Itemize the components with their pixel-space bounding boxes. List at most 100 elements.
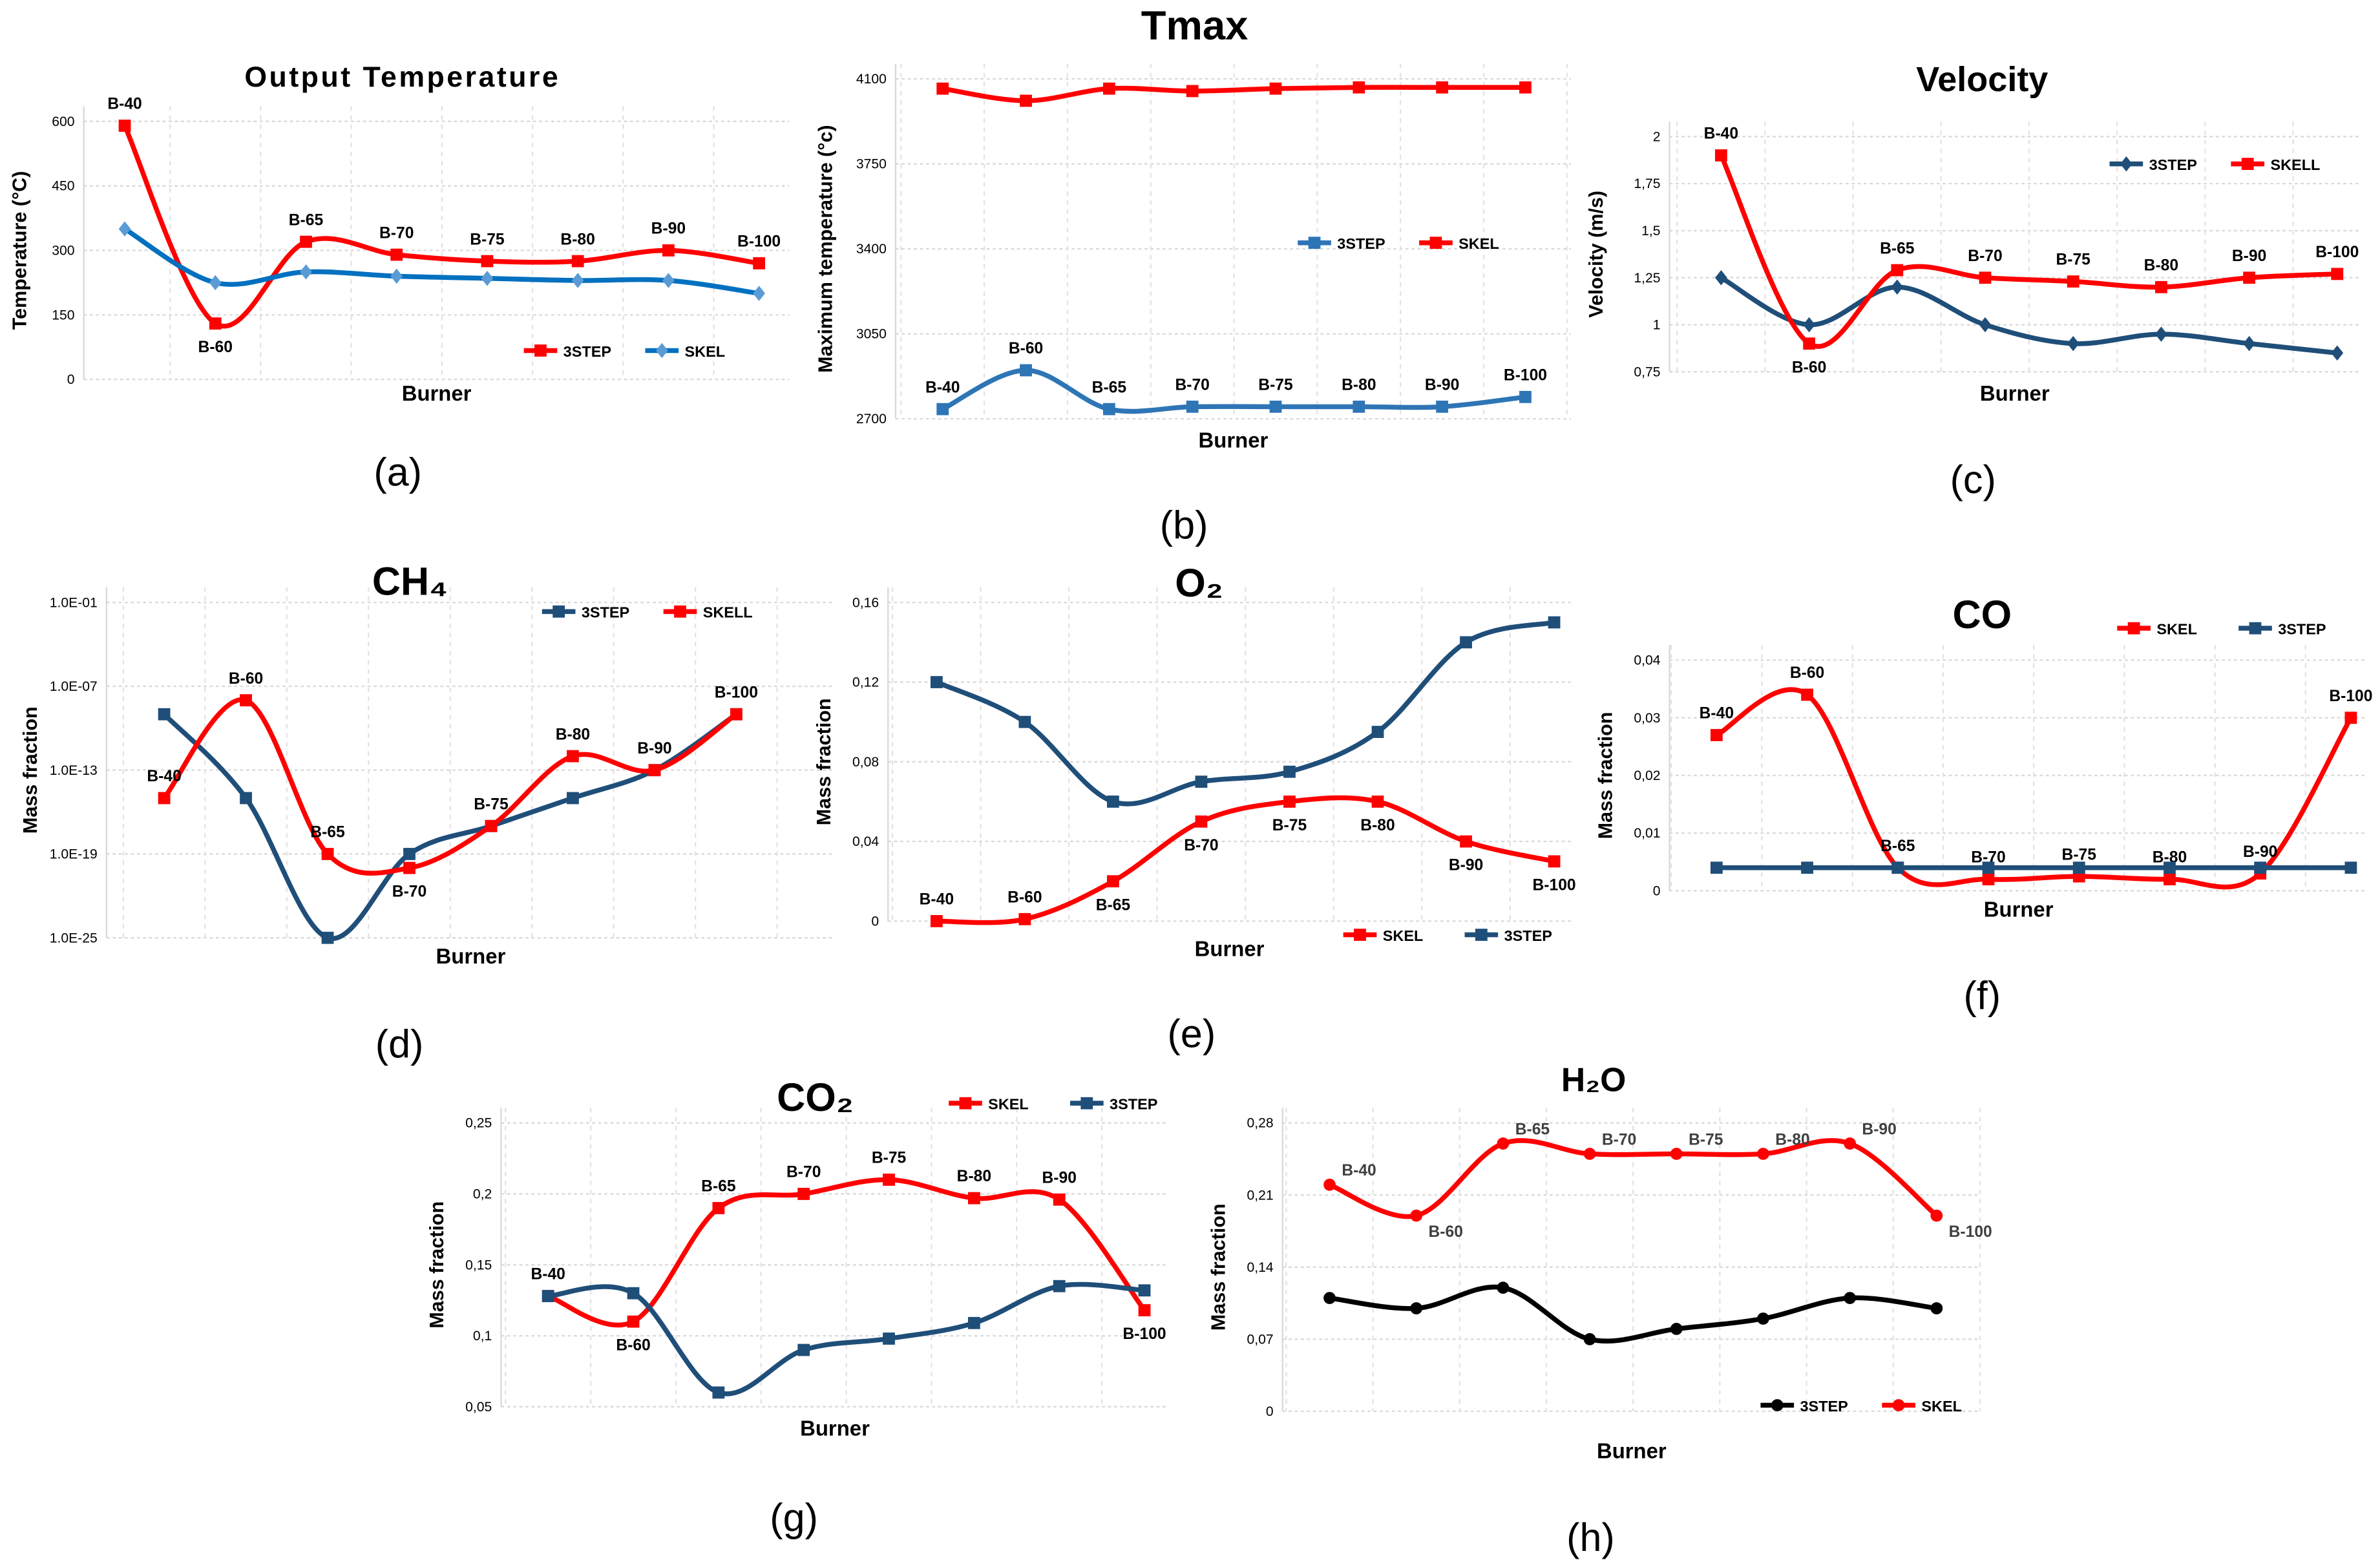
data-label: B-75 bbox=[872, 1150, 907, 1167]
data-label: B-90 bbox=[2243, 843, 2277, 861]
data-point-3step bbox=[2243, 335, 2255, 352]
legend-entry: SKEL bbox=[1383, 927, 1424, 944]
data-label: B-100 bbox=[1122, 1325, 1166, 1343]
legend-marker bbox=[553, 605, 565, 618]
legend-entry: SKELL bbox=[2270, 156, 2320, 173]
chart-h: 0 0,07 0,14 0,21 0,28 H₂O Burner Mass fraction (… bbox=[1208, 1060, 1992, 1559]
y-tick-label: 3750 bbox=[856, 157, 887, 172]
y-tick-label: 0 bbox=[871, 914, 879, 929]
y-tick-label: 1.0E-25 bbox=[50, 931, 98, 945]
data-point-3step bbox=[1670, 1323, 1683, 1335]
data-label: B-70 bbox=[1602, 1131, 1636, 1148]
legend-marker bbox=[1308, 237, 1321, 249]
legend-entry: 3STEP bbox=[1800, 1398, 1848, 1415]
data-point-skel bbox=[1930, 1209, 1943, 1222]
data-label: B-100 bbox=[1504, 366, 1547, 384]
panel-label: (a) bbox=[374, 450, 422, 494]
data-label: B-60 bbox=[229, 670, 263, 688]
data-point-3step bbox=[753, 257, 765, 269]
data-point-skel bbox=[1186, 85, 1199, 98]
data-label: B-65 bbox=[701, 1178, 736, 1196]
y-tick-label: 1.0E-01 bbox=[50, 595, 98, 610]
y-tick-label: 1.0E-13 bbox=[50, 763, 98, 778]
data-point-skel bbox=[209, 275, 222, 291]
data-point-3step bbox=[118, 120, 131, 132]
data-point-skel bbox=[1102, 82, 1115, 95]
y-tick-label: 0,2 bbox=[473, 1187, 492, 1202]
legend-entry: SKEL bbox=[1459, 235, 1499, 252]
x-axis-label: Burner bbox=[800, 1416, 870, 1440]
panel-label: (b) bbox=[1160, 503, 1208, 547]
chart-title: Output Temperature bbox=[244, 61, 560, 93]
data-point-skel bbox=[1583, 1148, 1596, 1160]
data-label: B-65 bbox=[1880, 240, 1915, 257]
legend-entry: 3STEP bbox=[1504, 927, 1552, 944]
data-point-skel bbox=[936, 82, 949, 95]
data-point-3step bbox=[1138, 1284, 1151, 1297]
data-point-3step bbox=[2331, 345, 2344, 361]
y-tick-label: 150 bbox=[52, 308, 74, 322]
y-tick-label: 0,14 bbox=[1247, 1260, 1274, 1275]
data-point-skel bbox=[118, 221, 131, 237]
legend-marker bbox=[2120, 156, 2133, 172]
data-label: B-40 bbox=[531, 1266, 565, 1283]
legend-marker bbox=[1354, 929, 1366, 941]
panel-label: (e) bbox=[1168, 1011, 1216, 1055]
y-tick-label: 2 bbox=[1653, 129, 1661, 144]
data-point-3step bbox=[240, 792, 252, 805]
legend-entry: SKELL bbox=[703, 604, 753, 621]
data-point-skel bbox=[1844, 1137, 1857, 1150]
data-label: B-90 bbox=[1862, 1121, 1896, 1138]
legend-marker bbox=[674, 605, 686, 618]
data-label: B-80 bbox=[560, 231, 595, 248]
legend-marker bbox=[959, 1097, 972, 1110]
data-point-skel bbox=[1519, 81, 1532, 94]
legend-entry: SKEL bbox=[2156, 621, 2197, 638]
y-tick-label: 0,07 bbox=[1247, 1332, 1274, 1347]
data-point-skell bbox=[240, 694, 252, 707]
data-label: B-75 bbox=[1258, 377, 1293, 394]
data-label: B-90 bbox=[637, 740, 671, 757]
series-line-3step bbox=[1329, 1284, 1937, 1344]
data-point-skel bbox=[1497, 1137, 1510, 1150]
y-tick-label: 4100 bbox=[856, 72, 887, 87]
y-tick-label: 1,5 bbox=[1641, 224, 1660, 238]
data-point-3step bbox=[2067, 335, 2080, 352]
y-tick-label: 0,16 bbox=[852, 595, 879, 610]
data-point-skel bbox=[883, 1174, 895, 1186]
data-point-3step bbox=[1548, 616, 1561, 629]
data-point-skel bbox=[1107, 875, 1119, 888]
data-point-3step bbox=[2344, 861, 2357, 874]
y-tick-label: 3050 bbox=[856, 327, 887, 342]
data-point-3step bbox=[1497, 1281, 1510, 1294]
y-axis-label: Temperature (°C) bbox=[8, 171, 30, 330]
legend-marker bbox=[1771, 1399, 1784, 1411]
data-point-3step bbox=[883, 1333, 895, 1345]
data-point-3step bbox=[2072, 861, 2085, 874]
data-point-skel bbox=[1982, 873, 1995, 885]
data-point-skel bbox=[1710, 729, 1723, 741]
data-point-skel bbox=[1269, 82, 1282, 95]
data-point-3step bbox=[967, 1316, 980, 1329]
legend-entry: SKEL bbox=[1921, 1398, 1962, 1415]
legend-marker bbox=[534, 344, 547, 357]
data-label: B-60 bbox=[1007, 889, 1042, 906]
data-point-3step bbox=[1803, 317, 1815, 333]
chart-title: O₂ bbox=[1175, 561, 1223, 605]
data-point-skell bbox=[1891, 264, 1904, 277]
data-label: B-80 bbox=[2144, 257, 2178, 274]
data-label: B-70 bbox=[379, 224, 414, 242]
data-label: B-100 bbox=[1949, 1223, 1992, 1241]
data-label: B-70 bbox=[786, 1164, 821, 1181]
data-point-skel bbox=[2344, 711, 2357, 724]
data-point-skell bbox=[1979, 271, 1992, 284]
data-point-skell bbox=[485, 819, 498, 832]
data-point-skel bbox=[481, 270, 494, 286]
y-axis-label: Mass fraction bbox=[813, 698, 835, 825]
y-tick-label: 2700 bbox=[856, 412, 887, 427]
data-point-skel bbox=[662, 273, 675, 288]
chart-title: CH₄ bbox=[372, 560, 448, 604]
data-label: B-75 bbox=[470, 231, 505, 248]
data-point-skell bbox=[648, 764, 661, 777]
data-label: B-100 bbox=[737, 233, 781, 251]
